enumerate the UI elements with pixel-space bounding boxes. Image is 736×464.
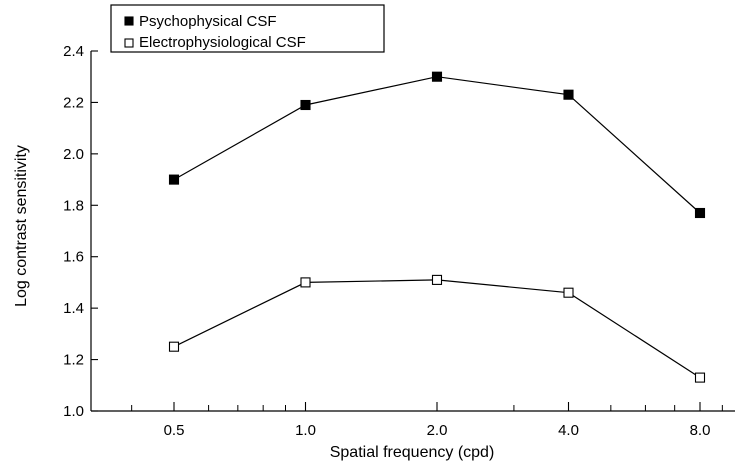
data-point bbox=[694, 207, 706, 219]
plot-area bbox=[168, 71, 706, 383]
y-tick-label: 1.4 bbox=[63, 300, 84, 317]
x-tick-label: 0.5 bbox=[164, 422, 185, 439]
y-tick-label: 1.8 bbox=[63, 197, 84, 214]
data-point bbox=[563, 287, 574, 298]
data-point bbox=[300, 99, 311, 111]
ticks: 1.0 1.2 1.4 1.6 1.8 2.0 2.2 2.4 0.5 1.0 2.0 4.0 8.0 bbox=[63, 43, 723, 439]
x-tick-label: 1.0 bbox=[295, 422, 316, 439]
legend-marker-psychophysical bbox=[124, 16, 134, 26]
data-point bbox=[431, 274, 443, 285]
legend-frame bbox=[110, 4, 385, 53]
y-tick-label: 2.4 bbox=[63, 43, 84, 60]
y-tick-label: 2.0 bbox=[63, 146, 84, 163]
data-point bbox=[694, 372, 706, 383]
y-tick-label: 1.6 bbox=[63, 249, 84, 266]
x-axis-label: Spatial frequency (cpd) bbox=[330, 444, 495, 461]
data-point bbox=[168, 174, 180, 185]
legend-marker-electrophysiological bbox=[124, 38, 134, 48]
legend: Psychophysical CSF Electrophysiological … bbox=[110, 4, 385, 53]
y-tick-label: 1.0 bbox=[63, 403, 84, 420]
x-tick-label: 4.0 bbox=[558, 422, 579, 439]
data-point bbox=[563, 89, 574, 100]
series-line bbox=[173, 76, 701, 214]
y-tick-label: 2.2 bbox=[63, 94, 84, 111]
series-psychophysical-csf bbox=[168, 71, 706, 219]
legend-label-psychophysical: Psychophysical CSF bbox=[139, 13, 277, 30]
data-point bbox=[168, 341, 180, 352]
data-point bbox=[300, 277, 311, 288]
y-tick-label: 1.2 bbox=[63, 352, 84, 369]
data-point bbox=[431, 71, 443, 82]
axes bbox=[90, 51, 735, 412]
y-axis-label: Log contrast sensitivity bbox=[13, 145, 30, 307]
legend-label-electrophysiological: Electrophysiological CSF bbox=[139, 34, 306, 51]
series-line bbox=[173, 279, 701, 379]
series-electrophysiological-csf bbox=[168, 274, 706, 383]
x-tick-label: 2.0 bbox=[427, 422, 448, 439]
x-tick-label: 8.0 bbox=[690, 422, 711, 439]
